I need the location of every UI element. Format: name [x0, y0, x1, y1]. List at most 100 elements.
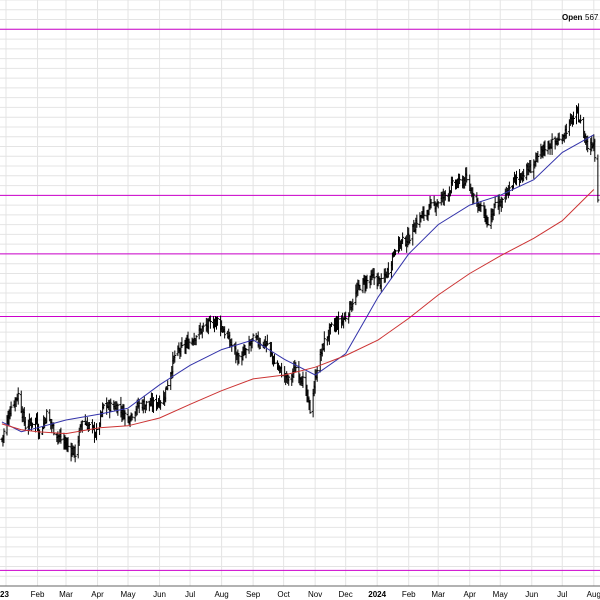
open-label: Open [562, 13, 583, 22]
ohlc-bar [529, 160, 533, 174]
ohlc-bar [372, 268, 376, 286]
ohlc-bar [536, 151, 540, 163]
ohlc-bar [393, 249, 397, 256]
ohlc-bar [66, 437, 70, 453]
x-tick-label: Sep [246, 590, 261, 599]
ohlc-bar [522, 168, 526, 182]
ohlc-bar [465, 167, 469, 183]
ohlc-bar [408, 234, 412, 244]
ohlc-bar [194, 335, 198, 346]
horizontal-level-lines [0, 28, 600, 571]
ohlc-bar [479, 200, 483, 213]
ohlc-bar [458, 173, 462, 185]
ohlc-bar [137, 399, 141, 414]
ohlc-bar [116, 403, 120, 416]
ohlc-bar [287, 375, 291, 386]
ohlc-bar [30, 422, 34, 428]
ohlc-bar [144, 400, 148, 411]
ohlc-bar [9, 401, 13, 417]
ohlc-bar [386, 262, 390, 278]
x-tick-label: May [493, 590, 508, 599]
ohlc-bar [187, 338, 191, 350]
x-tick-label: Feb [31, 590, 45, 599]
ohlc-bar [365, 274, 369, 289]
x-tick-label: Jun [525, 590, 538, 599]
ohlc-bar [308, 399, 312, 414]
ohlc-bar [301, 371, 305, 388]
ohlc-bar [593, 138, 597, 162]
ohlc-bar [351, 298, 355, 311]
x-tick-label: Oct [277, 590, 290, 599]
x-tick-label: Aug [214, 590, 228, 599]
ohlc-bar [450, 176, 454, 186]
gridlines [0, 0, 600, 586]
ohlc-bar [265, 334, 269, 346]
ohlc-bar [344, 311, 348, 322]
ohlc-bar [429, 198, 433, 209]
ohlc-bar [329, 322, 333, 328]
ohlc-bar [415, 214, 419, 228]
ohlc-bar [472, 192, 476, 205]
ohlc-bar [443, 190, 447, 201]
ohlc-bar [337, 311, 341, 335]
x-tick-label: Nov [308, 590, 322, 599]
ohlc-bar [493, 196, 497, 209]
x-axis: 23 Feb Mar Apr May Jun Jul Aug Sep Oct Nov Dec 2024 F… [0, 585, 600, 599]
x-tick-label: Apr [91, 590, 104, 599]
x-tick-label: May [120, 590, 135, 599]
ohlc-bar [272, 354, 276, 365]
ohlc-bar [500, 197, 504, 209]
x-tick-label: Mar [431, 590, 445, 599]
ohlc-bar [550, 133, 554, 155]
x-tick-label: 23 [0, 590, 9, 599]
moving-average-line-blue [1, 134, 595, 433]
ohlc-bar [151, 397, 155, 413]
ohlc-bar [515, 170, 519, 186]
ohlc-bar [401, 232, 405, 244]
x-tick-label: Aug [587, 590, 600, 599]
ohlc-bar [73, 444, 77, 463]
ohlc-bar [166, 380, 170, 391]
ohlc-bar [322, 331, 326, 352]
ohlc-bar [216, 316, 220, 326]
x-tick-label: Jun [153, 590, 166, 599]
ohlc-bar [23, 416, 27, 431]
ohlc-bar [45, 409, 49, 424]
moving-average-line-red [1, 189, 595, 435]
ohlc-bar [201, 322, 205, 332]
ohlc-bar [95, 423, 99, 441]
x-tick-label: Dec [339, 590, 353, 599]
x-tick-label: Feb [402, 590, 416, 599]
ohlc-bar [208, 315, 212, 329]
ohlc-bar [237, 352, 241, 364]
ohlc-bar [379, 273, 383, 292]
x-tick-label: Jul [185, 590, 195, 599]
ohlc-bar [486, 216, 490, 226]
ohlc-bar [180, 337, 184, 348]
ohlc-bar [159, 400, 163, 410]
ohlc-bar [109, 398, 113, 412]
x-tick-label: Jul [557, 590, 567, 599]
moving-average-lines [1, 134, 595, 435]
ohlc-bar [223, 326, 227, 339]
ohlc-bar [507, 181, 511, 196]
ohlc-bar [59, 427, 63, 444]
ohlc-bar [2, 428, 6, 444]
open-readout: Open 567 [562, 13, 599, 22]
ohlc-bar [436, 201, 440, 209]
open-value: 567 [585, 13, 599, 22]
ohlc-bar [543, 140, 547, 157]
ohlc-bar [306, 389, 310, 403]
ohlc-bar [294, 362, 298, 372]
ohlc-bar [173, 350, 177, 363]
ohlc-bar [571, 111, 575, 125]
ohlc-bar [244, 347, 248, 359]
ohlc-bar [130, 413, 134, 421]
ohlc-bar [16, 387, 20, 405]
ohlc-bar [422, 206, 426, 222]
ohlc-bar [596, 154, 600, 203]
ohlc-bar [557, 132, 561, 141]
x-tick-label: 2024 [368, 590, 386, 599]
